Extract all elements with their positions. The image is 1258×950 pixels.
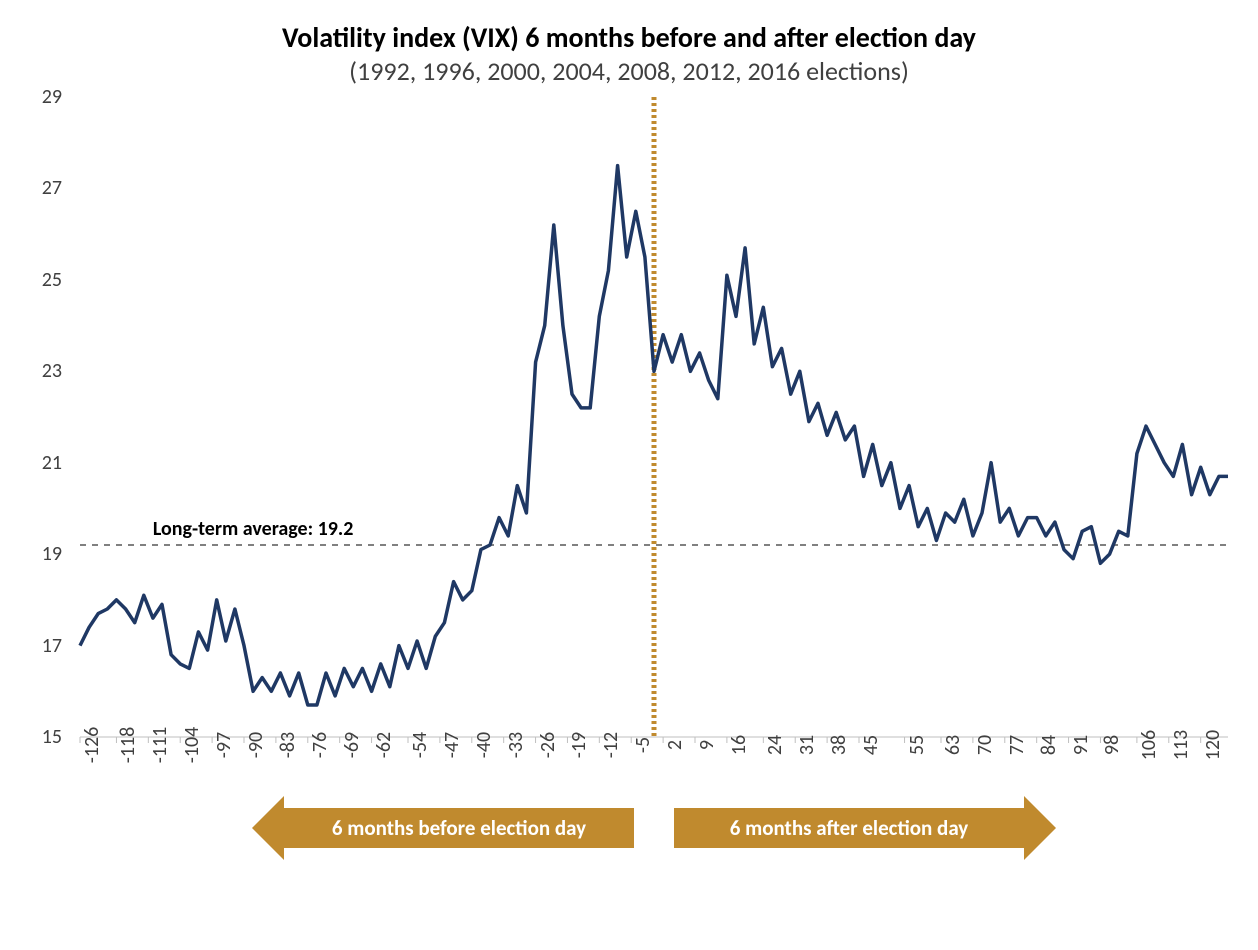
- arrow-after-label: 6 months after election day: [674, 808, 1024, 848]
- x-tick-label: 2: [663, 740, 687, 750]
- arrow-after: 6 months after election day: [674, 803, 1056, 853]
- chart-title: Volatility index (VIX) 6 months before a…: [20, 20, 1238, 55]
- x-tick-label: -47: [440, 732, 464, 758]
- x-tick-label: 55: [905, 735, 929, 755]
- arrow-before-label: 6 months before election day: [284, 808, 634, 848]
- vix-chart: Volatility index (VIX) 6 months before a…: [20, 20, 1238, 930]
- x-tick-label: -69: [340, 732, 364, 758]
- x-tick-label: -54: [408, 732, 432, 758]
- x-tick-label: 38: [827, 735, 851, 755]
- y-axis: 1517192123252729: [20, 97, 70, 737]
- x-tick-label: -5: [631, 737, 655, 753]
- arrow-left-icon: [252, 796, 284, 860]
- x-tick-label: 24: [763, 735, 787, 755]
- x-tick-label: -83: [276, 732, 300, 758]
- x-tick-label: 31: [795, 735, 819, 755]
- x-axis: -126-118-111-104-97-90-83-76-69-62-54-47…: [80, 737, 1228, 787]
- x-tick-label: 16: [727, 735, 751, 755]
- x-tick-label: -97: [212, 732, 236, 758]
- x-tick-label: 106: [1137, 730, 1161, 760]
- chart-title-block: Volatility index (VIX) 6 months before a…: [20, 20, 1238, 87]
- y-tick-label: 23: [42, 359, 62, 383]
- x-tick-label: -62: [372, 732, 396, 758]
- x-tick-label: -76: [308, 732, 332, 758]
- y-tick-label: 21: [42, 451, 62, 475]
- y-tick-label: 17: [42, 634, 62, 658]
- y-tick-label: 15: [42, 725, 62, 749]
- arrow-right-icon: [1024, 796, 1056, 860]
- y-tick-label: 29: [42, 85, 62, 109]
- x-tick-label: 91: [1069, 735, 1093, 755]
- x-tick-label: 63: [941, 735, 965, 755]
- x-tick-label: -40: [472, 732, 496, 758]
- chart-subtitle: (1992, 1996, 2000, 2004, 2008, 2012, 201…: [20, 55, 1238, 87]
- x-tick-label: -12: [599, 732, 623, 758]
- reference-line-label: Long-term average: 19.2: [153, 517, 354, 541]
- x-tick-label: 70: [973, 735, 997, 755]
- y-tick-label: 25: [42, 268, 62, 292]
- plot-area: 1517192123252729 Long-term average: 19.2…: [20, 97, 1238, 737]
- y-tick-label: 19: [42, 542, 62, 566]
- x-tick-label: -126: [80, 727, 104, 764]
- x-tick-label: -26: [536, 732, 560, 758]
- x-tick-label: 45: [859, 735, 883, 755]
- x-tick-label: 84: [1037, 735, 1061, 755]
- x-tick-label: -104: [180, 727, 204, 764]
- x-tick-label: -90: [244, 732, 268, 758]
- plot-svg: [80, 97, 1228, 737]
- x-tick-label: -118: [116, 727, 140, 764]
- x-tick-label: -19: [567, 732, 591, 758]
- x-tick-label: 98: [1100, 735, 1124, 755]
- x-tick-label: -33: [504, 732, 528, 758]
- x-tick-label: 120: [1201, 730, 1225, 760]
- x-tick-label: 77: [1005, 735, 1029, 755]
- y-tick-label: 27: [42, 176, 62, 200]
- x-tick-label: -111: [148, 727, 172, 764]
- arrow-before: 6 months before election day: [252, 803, 634, 853]
- arrows-row: 6 months before election day 6 months af…: [80, 803, 1228, 853]
- x-tick-label: 9: [695, 740, 719, 750]
- x-tick-label: 113: [1169, 730, 1193, 760]
